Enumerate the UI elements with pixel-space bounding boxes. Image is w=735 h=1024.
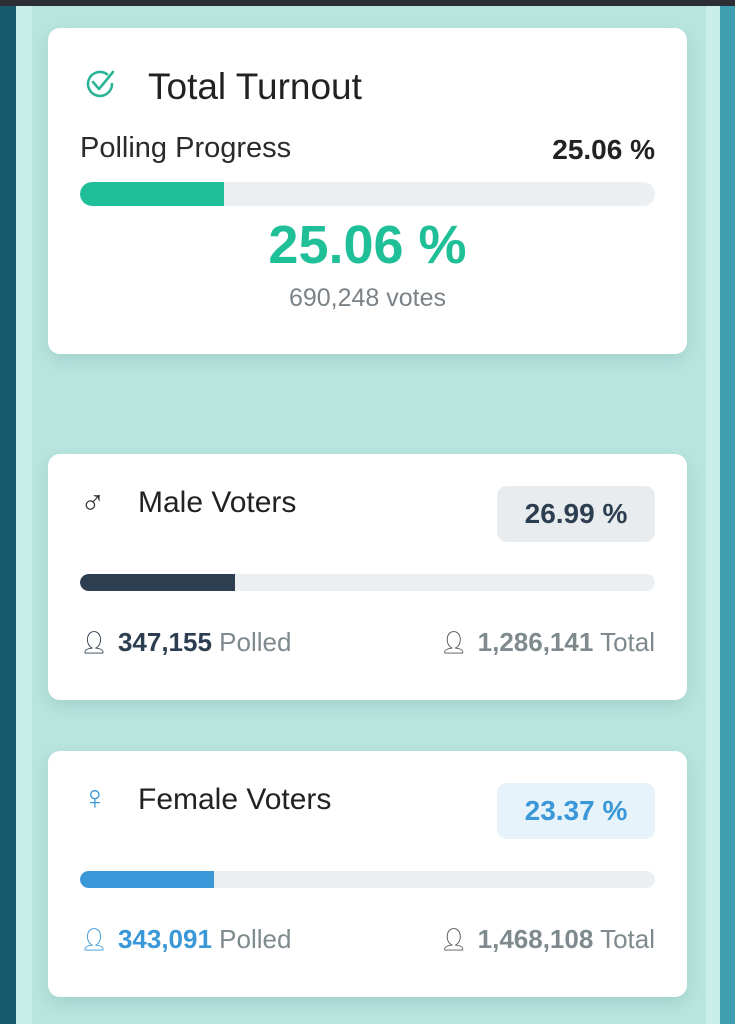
- female-icon: ♀: [82, 779, 108, 817]
- percent-badge: 23.37 %: [497, 783, 655, 839]
- background-panel: [706, 6, 720, 1024]
- background-edge: [0, 6, 16, 1024]
- polled-count: 343,091: [117, 924, 212, 954]
- polled-count: 347,155: [117, 627, 212, 657]
- total-turnout-card: Total Turnout Polling Progress 25.06 % 2…: [48, 28, 687, 354]
- progress-percent: 25.06 %: [552, 134, 655, 165]
- user-icon: 👤︎: [439, 629, 468, 655]
- progress-fill: [80, 182, 225, 206]
- user-check-icon: 👤︎: [80, 926, 108, 952]
- user-check-icon: 👤︎: [80, 629, 108, 655]
- progress-label: Polling Progress: [80, 132, 292, 164]
- male-voters-card: ♂ Male Voters 26.99 % 👤︎ 347,155 Polled …: [48, 454, 687, 700]
- background-panel: [16, 6, 32, 1024]
- total-count: 1,468,108: [477, 924, 594, 954]
- progress-fill: [80, 871, 215, 888]
- total-stat: 👤︎ 1,468,108 Total: [440, 924, 655, 955]
- turnout-percent: 25.06 %: [268, 215, 467, 275]
- polled-stat: 👤︎ 347,155 Polled: [80, 627, 291, 658]
- polled-label: Polled: [219, 924, 292, 954]
- total-label: Total: [600, 924, 655, 954]
- female-voters-card: ♀ Female Voters 23.37 % 👤︎ 343,091 Polle…: [48, 751, 687, 997]
- progress-bar: [80, 574, 655, 591]
- progress-fill: [80, 574, 236, 591]
- percent-badge: 26.99 %: [497, 486, 655, 542]
- progress-bar: [80, 182, 655, 206]
- polled-stat: 👤︎ 343,091 Polled: [80, 924, 291, 955]
- check-circle-icon: [86, 70, 115, 98]
- status-bar: [0, 0, 735, 6]
- total-label: Total: [600, 627, 655, 657]
- total-count: 1,286,141: [477, 627, 594, 657]
- user-icon: 👤︎: [439, 926, 468, 952]
- card-title: Female Voters: [138, 783, 332, 816]
- male-icon: ♂: [80, 484, 106, 522]
- scrollbar[interactable]: [720, 6, 735, 1024]
- votes-count: 690,248 votes: [288, 284, 447, 312]
- progress-bar: [80, 871, 655, 888]
- total-stat: 👤︎ 1,286,141 Total: [440, 627, 655, 658]
- polled-label: Polled: [219, 627, 292, 657]
- card-title: Male Voters: [138, 486, 297, 519]
- card-title: Total Turnout: [148, 66, 362, 107]
